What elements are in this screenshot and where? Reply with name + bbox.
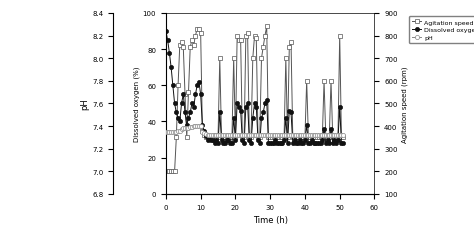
Legend: Agitation speed (rpm), Dissolved oxygen (%), pH: Agitation speed (rpm), Dissolved oxygen … (409, 17, 474, 44)
Y-axis label: Agitation speed (rpm): Agitation speed (rpm) (402, 66, 408, 142)
X-axis label: Time (h): Time (h) (253, 215, 288, 224)
Y-axis label: pH: pH (81, 98, 90, 110)
Y-axis label: Dissolved oxygen (%): Dissolved oxygen (%) (133, 66, 140, 142)
